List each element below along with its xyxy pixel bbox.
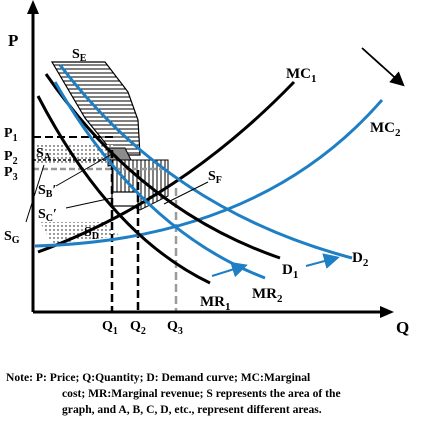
x-axis-label: Q [396, 318, 409, 337]
area-label-sd: SD [84, 225, 99, 242]
price-label-p3: P3 [4, 165, 18, 183]
quantity-label-q1: Q1 [102, 319, 118, 337]
curve-d2 [58, 64, 353, 260]
shift-arrow-mr [211, 261, 248, 278]
curve-label-mc1: MC1 [286, 66, 317, 85]
curve-mc2 [34, 99, 384, 248]
price-label-p1: P1 [4, 126, 18, 144]
area-label-sa: SA [36, 146, 52, 163]
pointer-sf [163, 181, 209, 205]
footnote: Note: P: Price; Q:Quantity; D: Demand cu… [6, 370, 424, 418]
curve-mc1 [37, 80, 296, 254]
area-sa [35, 145, 113, 163]
shift-arrow-d [305, 253, 340, 269]
area-sd [40, 222, 120, 244]
x-axis-arrow-icon [380, 306, 394, 318]
y-axis-arrow-icon [27, 0, 39, 14]
area-label-se: SE [72, 47, 87, 64]
curve-label-d2: D2 [352, 250, 369, 269]
curve-label-d1: D1 [282, 262, 298, 281]
curve-label-mr2: MR2 [252, 286, 283, 305]
footnote-line-1: Note: P: Price; Q:Quantity; D: Demand cu… [6, 371, 311, 384]
y-axis-label: P [8, 31, 18, 50]
price-label-p2: P2 [4, 149, 18, 167]
area-label-sc-prime: SC′ [38, 207, 57, 224]
area-label-sb-prime: SB′ [38, 183, 56, 200]
footnote-line-3: graph, and A, B, C, D, etc., represent d… [62, 403, 322, 416]
area-label-sf: SF [208, 169, 222, 186]
pointer-sc [65, 197, 113, 209]
curve-label-mc2: MC2 [370, 120, 401, 139]
economics-diagram: P Q P1 P2 P3 Q1 Q2 Q3 MC1 MC2 D1 D2 MR1 … [4, 0, 409, 337]
pointer-sb [55, 153, 113, 187]
curve-mr1 [36, 95, 211, 285]
quantity-label-q3: Q3 [167, 319, 183, 337]
quantity-label-q2: Q2 [130, 319, 146, 337]
curve-label-mr1: MR1 [200, 294, 231, 313]
area-label-sg: SG [4, 229, 20, 246]
pointer-sg [25, 164, 45, 223]
shift-arrow-mc [361, 47, 405, 87]
footnote-line-2: cost; MR:Marginal revenue; S represents … [62, 387, 341, 400]
area-sc-prime [111, 191, 139, 207]
